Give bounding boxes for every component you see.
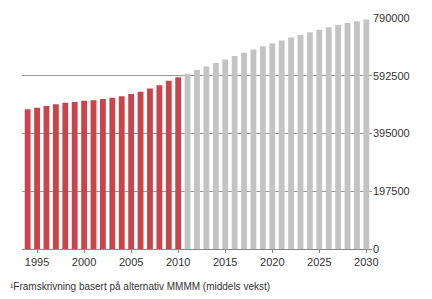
svg-text:2010: 2010	[166, 256, 190, 268]
svg-text:1995: 1995	[25, 256, 49, 268]
svg-text:2015: 2015	[213, 256, 237, 268]
svg-text:197500: 197500	[373, 185, 410, 197]
svg-text:592500: 592500	[373, 70, 410, 82]
svg-text:395000: 395000	[373, 127, 410, 139]
svg-text:2005: 2005	[119, 256, 143, 268]
svg-text:2025: 2025	[307, 256, 331, 268]
svg-text:2000: 2000	[72, 256, 96, 268]
svg-text:2020: 2020	[260, 256, 284, 268]
svg-text:790000: 790000	[373, 12, 410, 24]
svg-text:0: 0	[373, 243, 379, 255]
svg-text:¹Framskrivning basert på alter: ¹Framskrivning basert på alternativ MMMM…	[10, 281, 270, 292]
svg-text:2030: 2030	[354, 256, 378, 268]
